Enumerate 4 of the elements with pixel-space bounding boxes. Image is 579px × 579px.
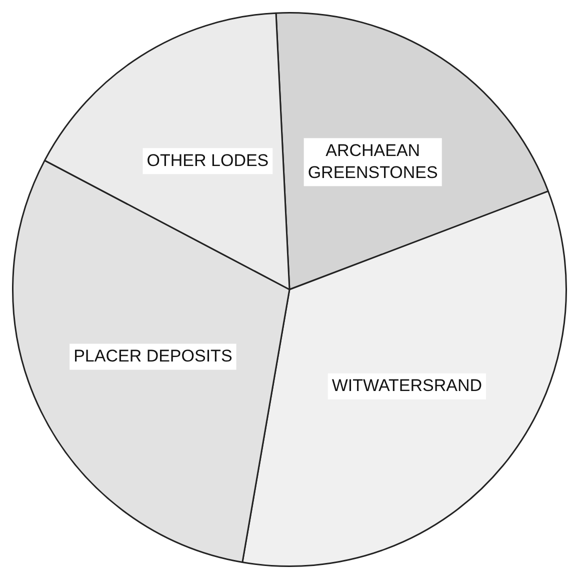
slice-label: ARCHAEAN GREENSTONES — [308, 140, 438, 182]
slice-label: PLACER DEPOSITS — [74, 346, 232, 366]
slice-label: WITWATERSRAND — [332, 376, 482, 396]
slice-label: OTHER LODES — [146, 150, 269, 170]
